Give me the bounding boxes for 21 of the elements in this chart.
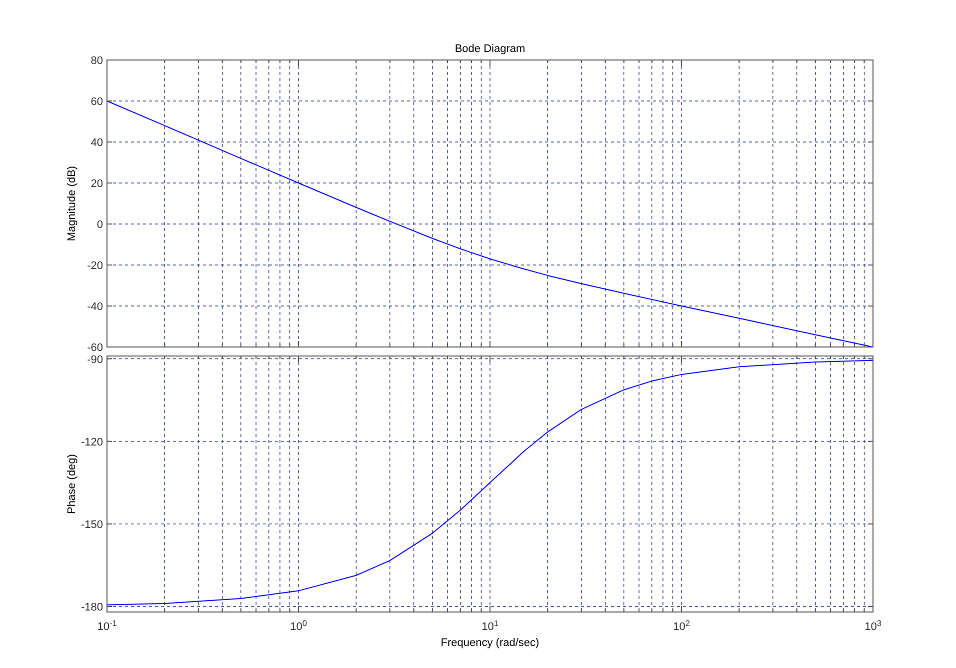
y-tick-label: 0 [96, 219, 103, 231]
x-axis-title: Frequency (rad/sec) [440, 637, 540, 649]
y-tick-label: 80 [90, 55, 103, 67]
y-tick-label: -20 [87, 260, 103, 272]
y-tick-label: -150 [80, 518, 103, 531]
x-tick-label: 10$^{0}$ [290, 618, 308, 633]
y-tick-label: -40 [87, 301, 103, 313]
y-tick-label: 60 [90, 96, 103, 108]
y-tick-label: 20 [90, 178, 103, 190]
x-tick-label: 10$^{3}$ [864, 618, 882, 633]
x-tick-label: 10$^{1}$ [482, 618, 499, 633]
x-tick-label: 10$^{2}$ [673, 618, 690, 633]
y-tick-label: 40 [90, 137, 103, 149]
x-tick-label: 10$^{-1}$ [97, 618, 118, 633]
y-tick-label: -120 [80, 436, 103, 448]
y-axis-title: Magnitude (dB) [66, 166, 78, 242]
y-tick-label: -60 [87, 342, 103, 354]
chart-title: Bode Diagram [454, 43, 526, 55]
y-tick-label: -90 [87, 354, 103, 366]
y-tick-label: -180 [80, 601, 103, 614]
y-axis-title: Phase (deg) [66, 454, 78, 514]
